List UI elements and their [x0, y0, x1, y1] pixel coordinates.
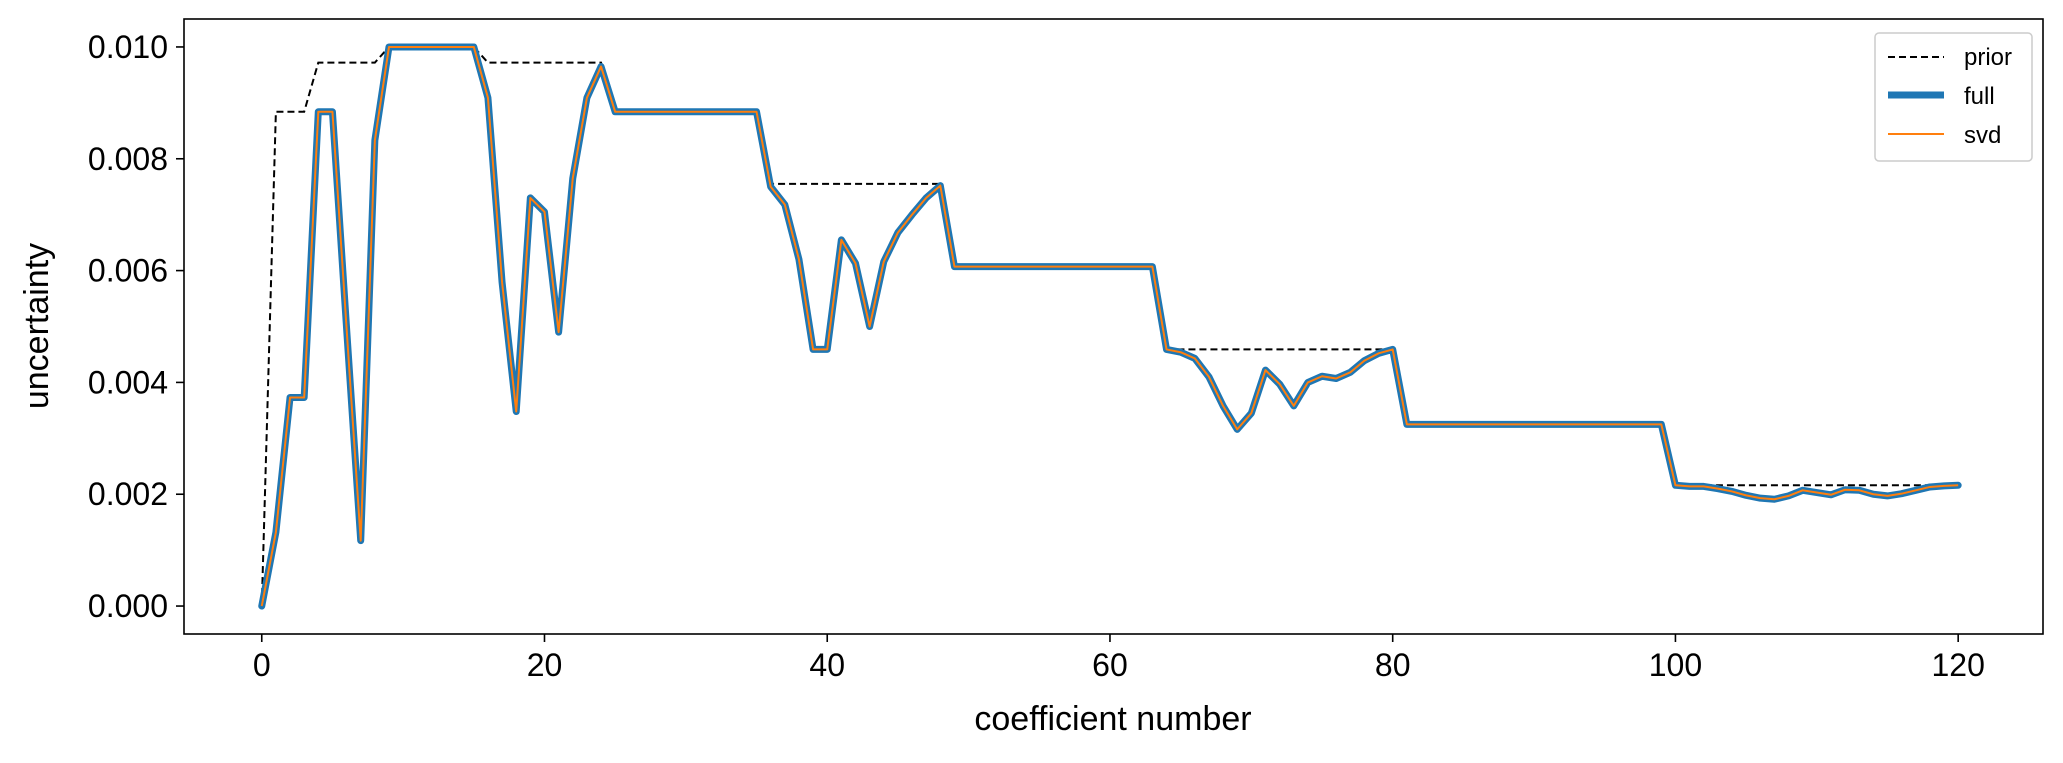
x-tick-label: 100 — [1649, 647, 1702, 683]
plot-lines — [258, 43, 1962, 610]
x-axis-label: coefficient number — [974, 700, 1251, 738]
y-tick-label: 0.010 — [88, 29, 168, 65]
y-axis: 0.000 0.002 0.004 0.006 0.008 0.010 — [88, 29, 184, 624]
y-tick-label: 0.004 — [88, 364, 168, 400]
y-tick-label: 0.002 — [88, 476, 168, 512]
legend-prior-label: prior — [1964, 44, 2012, 71]
x-tick-label: 120 — [1931, 647, 1984, 683]
x-tick-label: 20 — [527, 647, 563, 683]
series-svd-line — [260, 45, 1959, 607]
legend: prior full svd — [1874, 32, 2033, 162]
plot-area-frame — [183, 18, 2044, 635]
y-tick-label: 0.000 — [88, 588, 168, 624]
x-tick-label: 60 — [1092, 647, 1128, 683]
x-axis: 0 20 40 60 80 100 120 — [253, 634, 1985, 683]
legend-full-label: full — [1964, 83, 1995, 110]
legend-svd-label: svd — [1964, 122, 2001, 149]
x-tick-label: 0 — [253, 647, 271, 683]
y-axis-label: uncertainty — [18, 243, 56, 409]
y-tick-label: 0.008 — [88, 141, 168, 177]
x-tick-label: 40 — [809, 647, 845, 683]
y-tick-label: 0.006 — [88, 253, 168, 289]
legend-box — [1874, 32, 2033, 162]
x-tick-label: 80 — [1375, 647, 1411, 683]
